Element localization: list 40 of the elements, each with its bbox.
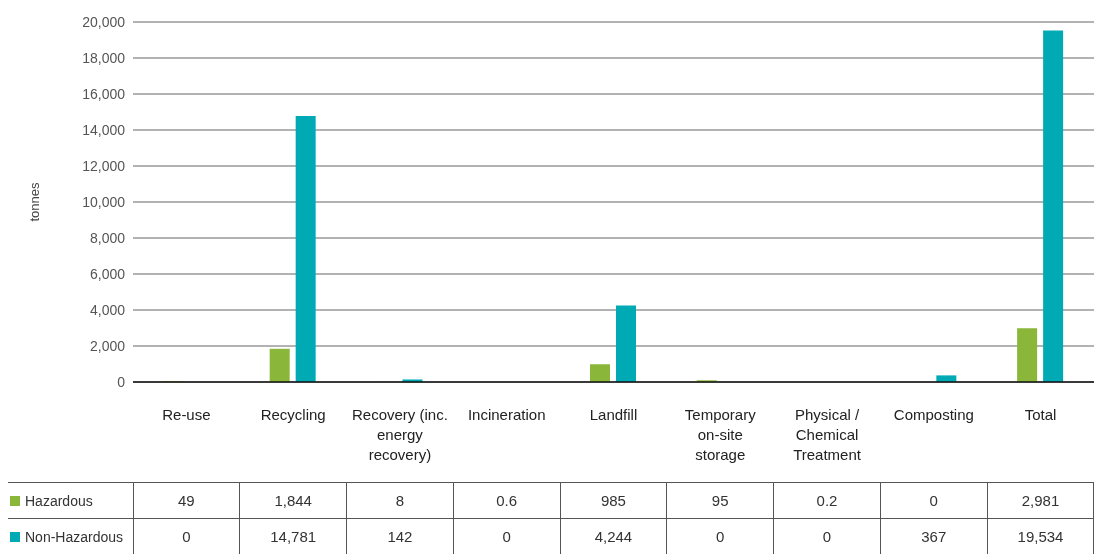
x-tick-label: Incineration xyxy=(467,406,546,423)
y-tick-label: 6,000 xyxy=(89,265,126,282)
data-label: 49 xyxy=(133,482,240,519)
data-label: 0 xyxy=(453,518,561,554)
data-label: 0.2 xyxy=(773,482,881,519)
y-tick-label: 10,000 xyxy=(82,193,126,210)
y-tick-label: 12,000 xyxy=(82,157,126,174)
y-tick-label: 18,000 xyxy=(82,49,126,66)
data-label: 8 xyxy=(346,482,454,519)
data-label: 19,534 xyxy=(987,518,1094,554)
x-tick-label: Re-use xyxy=(162,406,211,423)
y-tick-label: 2,000 xyxy=(89,337,126,354)
data-label: 95 xyxy=(666,482,774,519)
y-tick-label: 4,000 xyxy=(89,301,126,318)
data-label: 0.6 xyxy=(453,482,561,519)
x-tick-label: Landfill xyxy=(589,406,638,423)
data-label: 0 xyxy=(666,518,774,554)
data-label: 142 xyxy=(346,518,454,554)
y-tick-label: 8,000 xyxy=(89,229,126,246)
x-tick-label: Total xyxy=(1024,406,1057,423)
legend-label: Hazardous xyxy=(8,482,133,519)
y-axis-title: tonnes xyxy=(26,181,42,222)
data-label: 14,781 xyxy=(239,518,347,554)
y-tick-label: 20,000 xyxy=(82,13,126,30)
data-label: 4,244 xyxy=(560,518,667,554)
x-tick-label: Recovery (inc. energy recovery) xyxy=(352,406,448,463)
y-tick-label: 16,000 xyxy=(82,85,126,102)
x-tick-label: Temporary on-site storage xyxy=(684,406,757,463)
data-label: 367 xyxy=(880,518,988,554)
x-tick-label: Physical / Chemical Treatment xyxy=(793,406,862,463)
data-label: 0 xyxy=(773,518,881,554)
data-label: 0 xyxy=(880,482,988,519)
data-label: 1,844 xyxy=(239,482,347,519)
y-tick-label: 0 xyxy=(117,373,126,390)
data-label: 2,981 xyxy=(987,482,1094,519)
data-label: 0 xyxy=(133,518,240,554)
data-label: 985 xyxy=(560,482,667,519)
x-tick-label: Recycling xyxy=(260,406,326,423)
y-tick-label: 14,000 xyxy=(82,121,126,138)
x-tick-label: Composting xyxy=(893,406,974,423)
